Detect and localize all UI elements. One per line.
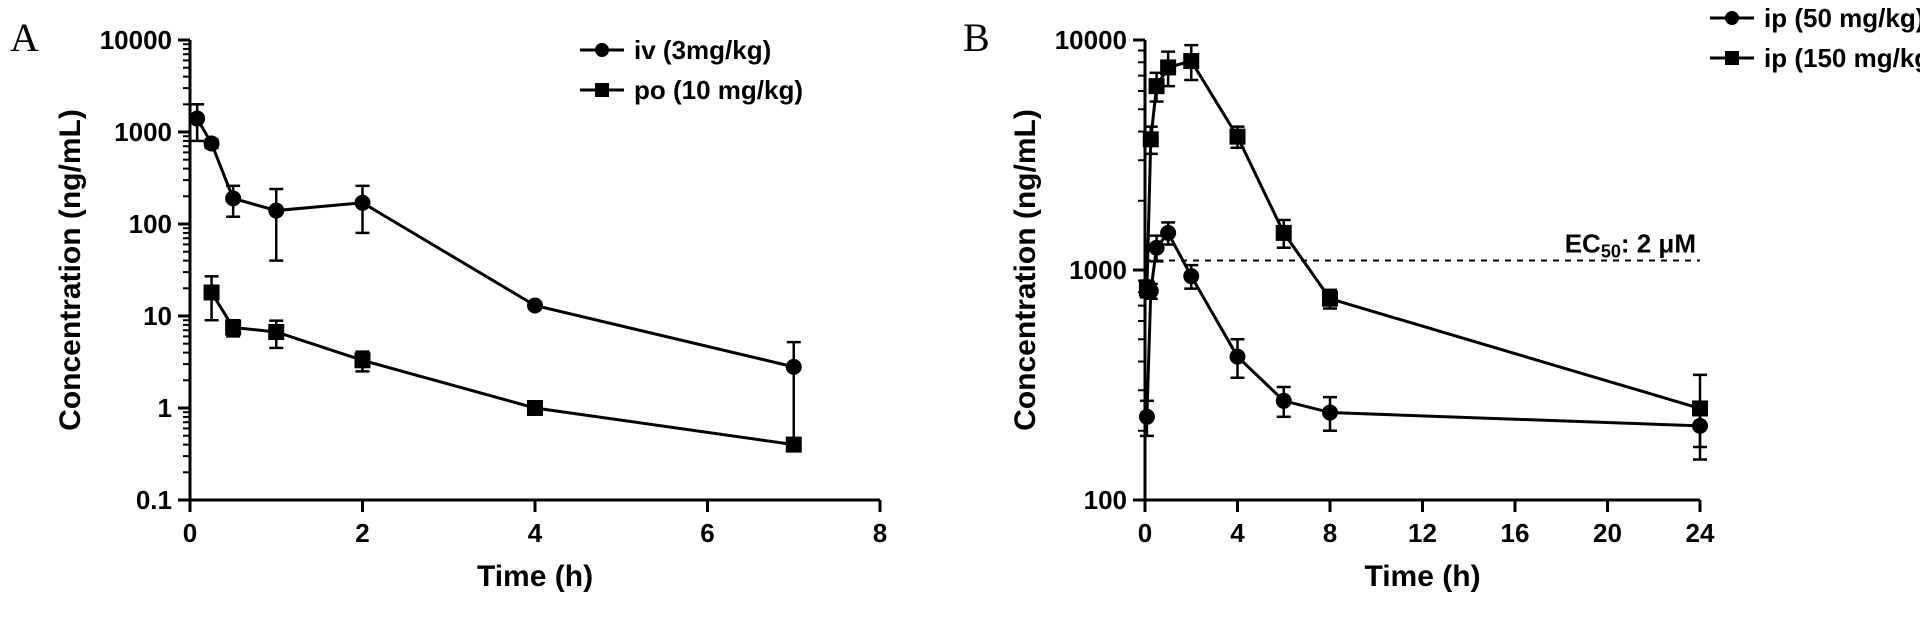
svg-text:0: 0 <box>183 518 197 548</box>
svg-text:8: 8 <box>873 518 887 548</box>
svg-text:4: 4 <box>528 518 543 548</box>
svg-text:10000: 10000 <box>1055 25 1127 55</box>
svg-text:Time (h): Time (h) <box>1364 560 1480 593</box>
svg-text:1000: 1000 <box>114 117 172 147</box>
svg-text:2: 2 <box>355 518 369 548</box>
svg-text:8: 8 <box>1323 518 1337 548</box>
svg-text:6: 6 <box>700 518 714 548</box>
svg-text:4: 4 <box>1230 518 1245 548</box>
svg-text:Concentration (ng/mL): Concentration (ng/mL) <box>1009 109 1042 431</box>
svg-text:12: 12 <box>1408 518 1437 548</box>
svg-text:EC50: 2 μM: EC50: 2 μM <box>1565 228 1696 261</box>
svg-text:1: 1 <box>158 393 172 423</box>
svg-text:20: 20 <box>1593 518 1622 548</box>
svg-text:100: 100 <box>1084 485 1127 515</box>
svg-text:ip (50 mg/kg): ip (50 mg/kg) <box>1764 3 1920 33</box>
svg-text:Concentration (ng/mL): Concentration (ng/mL) <box>54 109 87 431</box>
svg-text:10000: 10000 <box>100 25 172 55</box>
figure: A 024680.1110100100010000Time (h)Concent… <box>0 0 1920 621</box>
svg-text:0.1: 0.1 <box>136 485 172 515</box>
svg-text:100: 100 <box>129 209 172 239</box>
svg-text:iv (3mg/kg): iv (3mg/kg) <box>634 35 771 65</box>
svg-text:10: 10 <box>143 301 172 331</box>
chart-a: 0 2 4 6 8 0.1 1 10 100 1000 10000 Time (h) Concentra… <box>30 0 940 620</box>
svg-text:Time (h): Time (h) <box>477 560 593 593</box>
chart-b: 0 4 8 12 16 20 24 100 1000 10000 Time (h) Concentra… <box>985 0 1920 620</box>
svg-text:16: 16 <box>1501 518 1530 548</box>
svg-text:1000: 1000 <box>1069 255 1127 285</box>
svg-text:24: 24 <box>1686 518 1715 548</box>
svg-text:0: 0 <box>1138 518 1152 548</box>
svg-text:po (10 mg/kg): po (10 mg/kg) <box>634 75 803 105</box>
svg-text:ip (150 mg/kg): ip (150 mg/kg) <box>1764 43 1920 73</box>
